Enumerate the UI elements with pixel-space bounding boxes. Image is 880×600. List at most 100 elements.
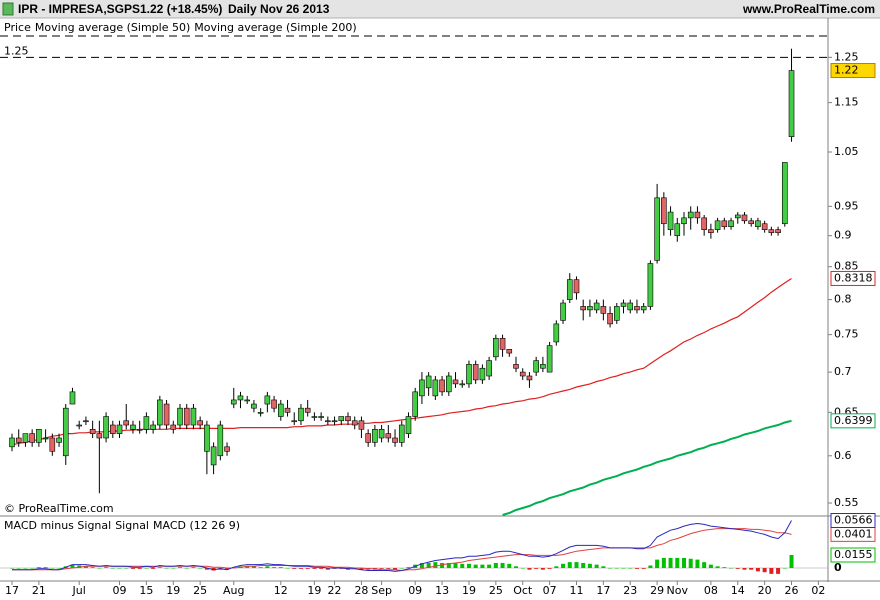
candle-body [681, 217, 687, 225]
moving-average-line [11, 277, 792, 446]
macd-histogram-bar [520, 568, 525, 569]
x-tick-label: 17 [596, 584, 610, 597]
macd-histogram-bar [245, 566, 250, 569]
last-price-box [830, 63, 876, 79]
candle-body [674, 223, 681, 236]
macd-histogram-bar [453, 562, 458, 569]
candle-body [311, 416, 318, 418]
candle-body [318, 416, 324, 418]
candle-body [89, 429, 96, 434]
candle-body [654, 197, 660, 261]
x-tick-label: 13 [435, 584, 449, 597]
candle-body [721, 220, 728, 228]
candle-body [251, 403, 257, 409]
candle-body [734, 214, 741, 219]
macd-histogram-bar [393, 568, 398, 570]
legend-entry: Moving average (Simple 50) [35, 21, 190, 34]
candle-body [781, 162, 788, 225]
macd-histogram-bar [10, 568, 14, 569]
macd-histogram-bar [272, 567, 277, 569]
candle-body [76, 424, 82, 427]
macd-histogram-bar [581, 562, 586, 569]
x-tick-label: 23 [623, 584, 637, 597]
ma-last-value-box [830, 413, 876, 429]
x-tick-label: 17 [5, 584, 19, 597]
candle-body [479, 367, 486, 381]
candle-body [170, 424, 177, 430]
candle-body [29, 433, 35, 443]
candle-body [372, 429, 378, 443]
app-icon [2, 2, 14, 16]
macd-histogram-bar [466, 563, 471, 569]
macd-line [12, 528, 792, 572]
macd-histogram-bar [171, 568, 176, 569]
macd-histogram-bar [104, 567, 109, 569]
macd-histogram-bar [70, 564, 75, 569]
macd-histogram-bar [729, 568, 734, 569]
x-tick-label: 28 [354, 584, 368, 597]
x-tick-label: 25 [193, 584, 207, 597]
macd-histogram-bar [164, 568, 169, 569]
macd-histogram-bar [43, 567, 48, 569]
candle-body [445, 375, 452, 393]
macd-histogram-bar [151, 568, 156, 569]
candle-body [36, 429, 42, 443]
site: www.ProRealTime.com [742, 2, 875, 16]
candle-body [634, 306, 640, 311]
macd-histogram-bar [399, 568, 404, 569]
x-tick-label: 21 [32, 584, 46, 597]
x-tick-label: Nov [667, 584, 689, 597]
candle-body [466, 364, 472, 385]
candle-body [694, 211, 701, 219]
candle-body [284, 407, 291, 413]
candle-body [204, 424, 210, 452]
macd-histogram-bar [130, 568, 135, 569]
copyright: © ProRealTime.com [4, 502, 114, 515]
macd-histogram-bar [480, 564, 485, 569]
macd-histogram-bar [527, 568, 532, 570]
macd-histogram-bar [500, 562, 505, 569]
candle-body [56, 437, 62, 443]
candle-body [620, 302, 627, 307]
candle-body [768, 229, 775, 233]
x-tick-label: Jul [72, 584, 86, 597]
macd-histogram-bar [178, 567, 182, 569]
y-tick-label: 0.85 [834, 260, 859, 273]
candle-body [298, 407, 304, 422]
candle-body [613, 306, 620, 321]
macd-histogram-bar [419, 562, 424, 569]
macd-histogram-bar [594, 564, 599, 569]
x-tick-label: 12 [274, 584, 288, 597]
x-tick-label: Aug [223, 584, 244, 597]
y-tick-label: 0.75 [834, 328, 859, 341]
candle-body [755, 220, 761, 228]
header-bar [0, 0, 880, 18]
y-tick-label: 0.6 [834, 449, 852, 462]
macd-histogram-bar [655, 559, 660, 569]
period: Daily [228, 2, 257, 16]
macd-histogram-bar [386, 568, 391, 569]
macd-histogram-bar [473, 564, 478, 569]
macd-histogram-bar [117, 568, 122, 569]
macd-histogram-bar [708, 564, 713, 569]
candle-body [593, 302, 600, 311]
macd-histogram-bar [90, 567, 95, 569]
candle-body [230, 399, 237, 405]
y-tick-label: 0.9 [834, 229, 852, 242]
x-tick-label: 29 [650, 584, 664, 597]
candle-body [580, 306, 587, 311]
candle-body [190, 407, 197, 426]
macd-last-value: 0.0155 [834, 548, 873, 561]
macd-histogram-bar [16, 568, 21, 569]
macd-histogram-bar [668, 557, 673, 569]
macd-last-value: 0.0566 [834, 514, 873, 527]
macd-histogram-bar [110, 568, 115, 569]
macd-histogram-bar [57, 568, 62, 569]
x-tick-label: 20 [758, 584, 772, 597]
macd-histogram-bar [675, 557, 680, 569]
candle-body [257, 412, 264, 414]
candle-body [244, 399, 250, 402]
macd-histogram-bar [97, 568, 102, 569]
x-tick-label: Oct [513, 584, 533, 597]
candle-body [351, 420, 358, 426]
